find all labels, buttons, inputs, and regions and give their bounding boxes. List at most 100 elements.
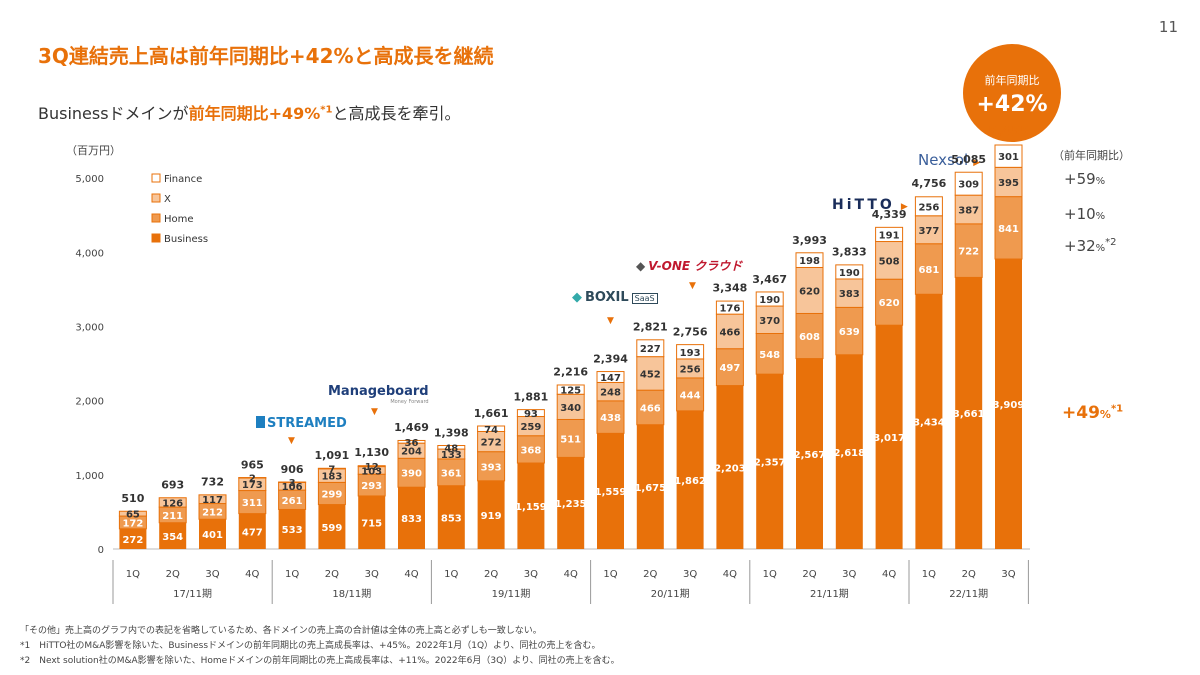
data-label-home: 681 [918, 265, 939, 276]
yoy-panel-header: （前年同期比） [1053, 149, 1130, 162]
data-label-finance: 147 [600, 373, 621, 384]
data-label-finance: 191 [879, 230, 900, 241]
bar-x [715, 313, 744, 350]
yoy-home-num: +32 [1064, 237, 1096, 255]
nexsol-arrow-icon: ▶ [973, 158, 981, 168]
bar-home [715, 348, 744, 387]
data-label-home: 361 [441, 468, 462, 479]
bar-business [517, 463, 545, 549]
total-label: 3,467 [752, 273, 787, 286]
data-label-home: 390 [401, 469, 422, 480]
data-label-home: 311 [242, 498, 263, 509]
total-label: 5,085 [951, 153, 986, 166]
bar-finance [556, 384, 585, 395]
x-tick-label: 2Q [166, 569, 180, 580]
data-label-x: 259 [520, 422, 541, 433]
bar-business [995, 259, 1022, 549]
total-label: 3,833 [832, 246, 867, 259]
data-label-finance: 256 [918, 202, 939, 213]
data-label-business: 1,559 [595, 487, 627, 498]
bar-business [119, 528, 147, 549]
data-label-home: 511 [560, 434, 581, 445]
boxil-logo: ◆ BOXIL SaaS [572, 290, 658, 305]
legend-swatch-business [151, 233, 161, 243]
data-label-x: 383 [839, 289, 860, 300]
data-label-business: 2,567 [794, 450, 826, 461]
data-label-business: 2,618 [833, 448, 865, 459]
bar-home [994, 196, 1023, 260]
data-label-business: 3,434 [913, 418, 945, 429]
data-label-business: 715 [361, 518, 382, 529]
vone-marker-icon: ▼ [689, 281, 696, 291]
bar-business [557, 457, 585, 549]
data-label-x: 126 [162, 498, 183, 509]
bar-x [636, 356, 665, 391]
legend-label-business: Business [164, 234, 208, 245]
streamed-marker-icon: ▼ [288, 436, 295, 446]
bar-x [914, 215, 943, 245]
bar-finance [835, 264, 864, 280]
x-tick-label: 1Q [126, 569, 140, 580]
vone-logo: ◆ V-ONE クラウド [636, 257, 742, 274]
data-label-business: 3,017 [873, 433, 905, 444]
footnotes: 「その他」売上高のグラフ内での表記を省略しているため、各ドメインの売上高の合計値… [20, 624, 620, 669]
data-label-home: 722 [958, 247, 979, 258]
data-label-finance: 309 [958, 180, 979, 191]
data-label-finance: 176 [719, 304, 740, 315]
yoy-business-footnote: *1 [1110, 403, 1124, 415]
bar-finance [914, 196, 943, 217]
data-label-finance: 3 [289, 478, 296, 489]
bar-finance [238, 477, 267, 479]
bar-business [358, 495, 386, 549]
data-label-business: 477 [242, 527, 263, 538]
yoy-business-pct: % [1099, 408, 1111, 421]
boxil-logo-mark: ◆ [572, 290, 582, 305]
x-tick-label: 3Q [205, 569, 219, 580]
x-tick-label: 1Q [922, 569, 936, 580]
data-label-x: 204 [401, 447, 422, 458]
data-label-business: 1,235 [555, 499, 587, 510]
streamed-logo: STREAMED [256, 416, 347, 431]
x-tick-label: 3Q [1001, 569, 1015, 580]
total-label: 2,821 [633, 321, 668, 334]
x-tick-label: 3Q [524, 569, 538, 580]
bar-business [796, 358, 823, 549]
bar-x [118, 510, 147, 517]
total-label: 1,398 [434, 426, 469, 439]
streamed-logo-text: STREAMED [267, 416, 347, 431]
bar-finance [437, 445, 466, 450]
total-label: 732 [201, 476, 224, 489]
bar-finance [477, 425, 506, 432]
data-label-business: 3,909 [993, 400, 1025, 411]
bar-finance [676, 344, 705, 360]
total-label: 3,993 [792, 234, 827, 247]
data-label-finance: 190 [759, 295, 780, 306]
yoy-growth-badge: 前年同期比 +42% [963, 44, 1061, 142]
bar-finance [636, 339, 665, 358]
bar-x [795, 266, 824, 314]
legend-swatch-finance [151, 173, 161, 183]
bar-business [159, 522, 187, 549]
footnote-1: *1 HiTTO社のM&A影響を除いた、Businessドメインの前年同期比の売… [20, 641, 601, 651]
data-label-finance: 190 [839, 268, 860, 279]
yoy-x-pct: % [1095, 211, 1106, 222]
legend-label-home: Home [164, 214, 194, 225]
data-label-business: 853 [441, 513, 462, 524]
bar-business [915, 294, 943, 549]
total-label: 4,339 [872, 208, 907, 221]
data-label-x: 65 [126, 510, 140, 521]
data-label-home: 368 [520, 445, 541, 456]
bar-home [516, 435, 545, 464]
total-label: 1,661 [474, 407, 509, 420]
bar-finance [516, 409, 545, 418]
bar-home [795, 312, 824, 360]
x-tick-label: 1Q [603, 569, 617, 580]
legend-swatch-home [151, 213, 161, 223]
data-label-business: 272 [122, 535, 143, 546]
data-label-x: 387 [958, 206, 979, 217]
vone-logo-text: V-ONE クラウド [648, 259, 743, 273]
bar-business [716, 385, 744, 549]
boxil-logo-tag: SaaS [631, 293, 658, 304]
streamed-logo-mark [256, 416, 265, 428]
data-label-x: 183 [321, 472, 342, 483]
